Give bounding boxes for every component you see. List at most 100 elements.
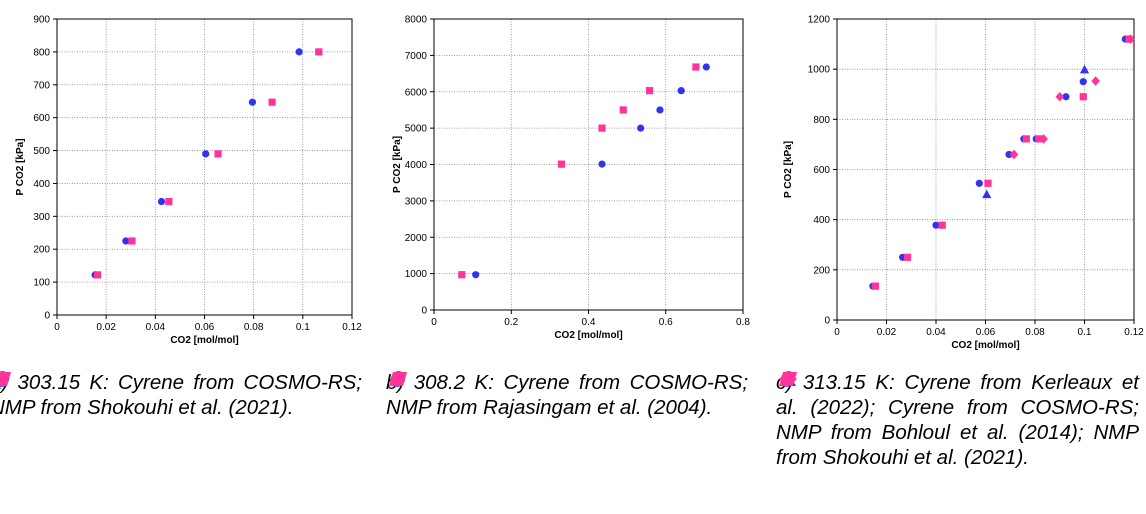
data-point-circle [472,271,480,279]
data-point-square [458,271,466,279]
data-point-square [692,63,700,71]
y-tick-label: 200 [813,265,830,276]
x-tick-label: 0.06 [195,322,215,333]
x-tick-label: 0.06 [976,327,996,338]
data-point-square [1022,135,1030,143]
data-point-square [903,253,912,261]
data-point-circle [1005,150,1013,159]
x-tick-label: 0 [834,327,840,338]
data-point-circle [677,87,685,95]
data-point-circle [295,48,303,56]
y-tick-label: 0 [44,311,50,322]
y-tick-label: 1200 [808,15,831,26]
x-tick-label: 0.1 [1078,327,1092,338]
x-axis-label: CO2 [mol/mol] [554,330,622,341]
data-point-circle [1062,93,1070,101]
data-point-square [315,48,323,56]
data-point-square [557,160,566,168]
data-point-circle [157,197,166,206]
x-tick-label: 0.02 [96,322,116,333]
x-tick-label: 0.6 [659,317,673,328]
scatter-plot-a: 0 0.02 0.04 0.06 0.08 0.1 0.12 0 100 200 300 400 500… [15,15,362,347]
caption-item-text: Cyrene from COSMO-RS; [503,371,749,394]
x-tick-label: 0.8 [736,317,750,328]
series-2-square [93,48,323,279]
data-point-circle [202,150,210,158]
x-axis-label: CO2 [mol/mol] [951,340,1019,351]
caption-item-text: NMP from Shokouhi et al. (2021). [0,396,294,419]
data-point-square [165,197,173,206]
data-point-square [619,106,627,114]
caption-item-text: Cyrene from Kerleaux et al. (2022); [776,371,1139,419]
data-point-circle [637,124,645,132]
series-4-square [871,35,1133,290]
data-point-square [128,237,136,245]
data-point-circle [702,63,710,71]
scatter-plot-b: 0 0.2 0.4 0.6 0.8 0 1000 2000 3000 4000 5000 6000 70… [392,15,750,342]
x-tick-label: 0 [431,317,437,328]
y-tick-label: 400 [813,215,830,226]
y-tick-label: 4000 [405,160,428,171]
caption-lead: b) 308.2 K: [386,371,504,394]
x-tick-label: 0 [54,322,60,333]
data-point-square [1079,93,1087,101]
y-tick-label: 1000 [405,269,428,280]
x-tick-label: 0.08 [244,322,264,333]
x-tick-label: 0.12 [1124,327,1144,338]
data-point-square [214,150,222,158]
data-point-square [598,124,606,132]
x-tick-label: 0.2 [504,317,518,328]
y-tick-label: 1000 [808,65,831,76]
data-point-circle [932,221,940,229]
data-point-circle [598,160,606,168]
y-tick-label: 600 [813,165,830,176]
data-point-square [268,98,276,106]
data-point-circle [975,179,983,187]
x-tick-label: 0.1 [296,322,310,333]
data-point-diamond [1055,91,1065,102]
y-tick-label: 2000 [405,233,428,244]
data-point-triangle [982,189,992,199]
y-tick-label: 0 [421,306,427,317]
series-1-circle [472,63,710,279]
y-tick-label: 0 [824,316,830,327]
y-tick-label: 200 [33,245,50,256]
data-point-square [1035,135,1043,143]
data-point-diamond [1009,149,1019,160]
y-tick-label: 800 [33,47,50,58]
data-point-triangle [1079,64,1090,74]
x-tick-label: 0.08 [1025,327,1045,338]
x-tick-label: 0.02 [877,327,897,338]
data-point-circle [122,237,130,245]
y-tick-label: 5000 [405,124,428,135]
series-1-triangle [982,64,1090,199]
series-2-square [458,63,700,279]
y-tick-label: 800 [813,115,830,126]
y-axis-label: P CO2 [kPa] [392,136,403,193]
data-point-circle [248,98,257,106]
data-point-circle [656,106,664,114]
data-point-diamond [1091,76,1100,86]
chart-panel-b: 0 0.2 0.4 0.6 0.8 0 1000 2000 3000 4000 5000 6000 70… [382,0,764,514]
scatter-plot-c: 0 0.02 0.04 0.06 0.08 0.1 0.12 0 200 400 600 800 100… [783,15,1144,352]
data-point-circle [1079,78,1087,86]
x-tick-label: 0.04 [926,327,946,338]
caption-item-text: NMP from Shokouhi et al. (2021). [776,421,1139,469]
x-axis-label: CO2 [mol/mol] [170,335,238,346]
y-axis-label: P CO2 [kPa] [15,138,26,195]
x-tick-label: 0.12 [342,322,362,333]
legend-square-icon [0,372,11,386]
y-tick-label: 600 [33,113,50,124]
y-tick-label: 8000 [405,15,428,26]
data-point-square [984,179,992,187]
y-tick-label: 500 [33,146,50,157]
y-tick-label: 3000 [405,196,428,207]
y-tick-label: 100 [33,278,50,289]
caption-item-text: NMP from Bohloul et al. (2014); [776,421,1094,444]
caption-lead: a) 303.15 K: [0,371,118,394]
caption-item-text: Cyrene from COSMO-RS; [888,396,1140,419]
data-point-square [871,282,879,290]
y-tick-label: 700 [33,80,50,91]
data-point-square [645,87,654,95]
chart-panel-a: 0 0.02 0.04 0.06 0.08 0.1 0.12 0 100 200 300 400 500… [0,0,382,514]
